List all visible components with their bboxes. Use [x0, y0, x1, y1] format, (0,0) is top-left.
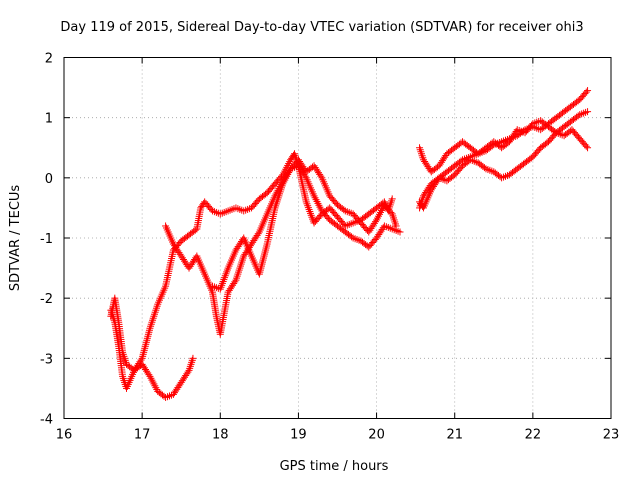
data-point	[584, 108, 592, 116]
data-point	[392, 222, 400, 230]
y-tick-label: -1	[40, 232, 53, 247]
y-tick-label: 1	[45, 112, 53, 127]
data-point	[584, 87, 592, 95]
data-point	[457, 157, 465, 165]
x-axis-label: GPS time / hours	[280, 459, 389, 474]
data-marks	[107, 87, 592, 401]
data-point	[340, 206, 348, 214]
x-tick-label: 19	[290, 428, 307, 443]
data-point	[254, 230, 262, 238]
x-tick-labels: 16 17 18 19 20 21 22 23	[56, 428, 620, 443]
plot-frame	[63, 57, 612, 419]
y-axis-label: SDTVAR / TECUs	[8, 185, 23, 292]
y-tick-label: -4	[40, 413, 53, 428]
x-tick-label: 21	[446, 428, 463, 443]
x-tick-label: 16	[56, 428, 73, 443]
data-point	[317, 172, 325, 180]
y-tick-label: -2	[40, 292, 53, 307]
data-point	[145, 371, 153, 379]
data-point	[184, 368, 192, 376]
data-point	[396, 228, 404, 236]
data-point	[388, 195, 396, 203]
data-point	[584, 144, 592, 152]
x-tick-label: 23	[603, 428, 620, 443]
grid	[64, 57, 611, 419]
data-point	[582, 142, 590, 150]
y-tick-label: -3	[40, 352, 53, 367]
data-point	[301, 172, 309, 180]
chart-title: Day 119 of 2015, Sidereal Day-to-day VTE…	[60, 20, 583, 35]
data-point	[189, 354, 197, 362]
x-tick-label: 17	[134, 428, 151, 443]
data-point	[480, 164, 488, 172]
data-point	[231, 278, 239, 286]
data-point	[371, 218, 379, 226]
data-point	[574, 112, 582, 120]
data-point	[387, 208, 395, 216]
y-tick-labels: -4 -3 -2 -1 0 1 2	[40, 52, 53, 428]
data-point	[348, 233, 356, 241]
y-tick-label: 0	[45, 172, 53, 187]
y-tick-label: 2	[45, 52, 53, 67]
x-tick-label: 22	[525, 428, 542, 443]
x-tick-label: 18	[212, 428, 229, 443]
data-point	[582, 88, 590, 96]
x-tick-label: 20	[368, 428, 385, 443]
